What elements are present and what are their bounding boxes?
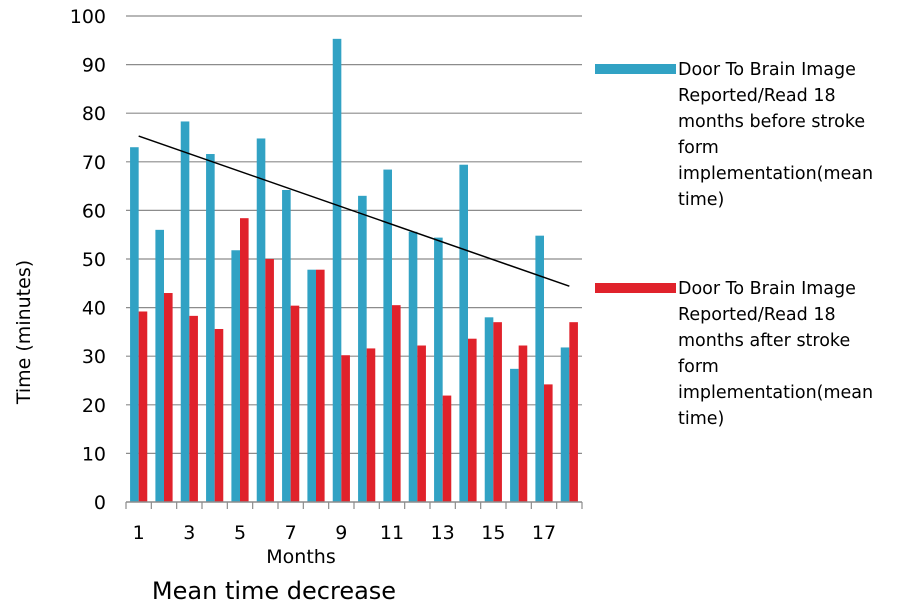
legend-label-line: Door To Brain Image (678, 279, 856, 299)
bar-series2-month-12 (417, 345, 426, 502)
x-tick-label: 3 (183, 522, 195, 544)
x-tick-label: 11 (380, 522, 404, 544)
y-tick-label: 100 (70, 6, 106, 28)
x-tick-label: 7 (285, 522, 297, 544)
legend-swatch-series1 (595, 64, 676, 74)
bar-series1-month-6 (256, 138, 266, 503)
bar-series2-month-16 (518, 345, 528, 502)
bar-series2-month-8 (316, 269, 325, 502)
legend-label-line: implementation(mean (678, 164, 873, 184)
x-tick-label: 17 (532, 522, 556, 544)
legend-label-line: form (678, 357, 719, 377)
bar-series2-month-6 (265, 259, 274, 502)
bar-series1-month-16 (510, 368, 519, 502)
y-tick-label: 60 (82, 200, 106, 222)
bar-series1-month-2 (155, 229, 164, 502)
bar-series2-month-9 (341, 355, 350, 502)
y-tick-label: 10 (82, 443, 106, 465)
bar-series1-month-17 (535, 235, 544, 502)
legend-label-line: Reported/Read 18 (678, 305, 836, 325)
bar-series2-month-11 (392, 305, 401, 502)
bar-series1-month-1 (130, 147, 139, 502)
y-axis-title: Time (minutes) (13, 260, 35, 405)
y-tick-label: 20 (82, 395, 106, 417)
bar-series1-month-14 (459, 164, 468, 502)
y-tick-label: 30 (82, 346, 106, 368)
bars (130, 38, 578, 503)
bar-series2-month-14 (468, 338, 477, 502)
legend-label-line: months after stroke (678, 331, 850, 351)
y-tick-label: 0 (94, 492, 106, 514)
bar-series1-month-13 (434, 237, 443, 502)
bar-series2-month-13 (442, 395, 452, 502)
y-tick-label: 80 (82, 103, 106, 125)
legend-label-line: Door To Brain Image (678, 60, 856, 80)
bar-series2-month-17 (544, 384, 553, 502)
legend-label-line: time) (678, 190, 724, 210)
bar-series1-month-9 (332, 38, 342, 502)
bar-series2-month-3 (189, 315, 198, 502)
bar-series2-month-2 (164, 293, 173, 502)
x-axis-title: Months (266, 546, 335, 568)
x-tick-label: 9 (335, 522, 347, 544)
y-tick-label: 90 (82, 55, 106, 77)
bar-series1-month-10 (358, 195, 367, 502)
x-axis: 1 3 5 7 9 11 13 15 17 (125, 501, 583, 544)
y-tick-label: 50 (82, 249, 106, 271)
bar-series1-month-5 (231, 250, 240, 502)
legend-label-line: months before stroke (678, 112, 865, 132)
legend: Door To Brain Image Reported/Read 18 month… (595, 60, 873, 429)
trendline-group (138, 135, 570, 287)
legend-label-line: implementation(mean (678, 383, 873, 403)
bar-series2-month-5 (240, 218, 249, 502)
x-tick-label: 15 (481, 522, 505, 544)
legend-label-line: Reported/Read 18 (678, 86, 836, 106)
bar-series2-month-10 (366, 348, 376, 502)
bar-series2-month-7 (290, 305, 300, 502)
x-tick-label: 5 (234, 522, 246, 544)
bar-series1-month-18 (560, 347, 570, 502)
bar-series1-month-8 (307, 269, 316, 502)
x-tick-label: 1 (133, 522, 145, 544)
bar-series1-month-12 (408, 231, 418, 502)
x-tick-label: 13 (431, 522, 455, 544)
bar-series2-month-15 (493, 322, 502, 502)
y-axis-ticks: 0 10 20 30 40 50 60 70 80 90 100 (70, 6, 106, 514)
legend-label-line: form (678, 138, 719, 158)
bar-series2-month-4 (214, 328, 224, 502)
bar-series2-month-18 (569, 322, 578, 502)
legend-label-line: time) (678, 409, 724, 429)
bar-series1-month-7 (282, 189, 291, 502)
y-tick-label: 40 (82, 298, 106, 320)
bar-series1-month-3 (180, 121, 190, 502)
bar-series1-month-15 (484, 317, 494, 502)
bar-series1-month-4 (206, 154, 215, 503)
chart-caption: Mean time decrease (152, 577, 396, 605)
bar-series1-month-11 (383, 169, 392, 503)
legend-swatch-series2 (595, 283, 676, 293)
trendline (138, 135, 570, 287)
bar-series2-month-1 (138, 311, 148, 502)
y-tick-label: 70 (82, 152, 106, 174)
